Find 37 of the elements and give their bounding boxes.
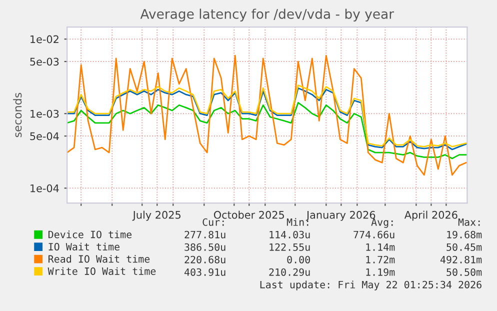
- text: Max:: [458, 218, 480, 226]
- chart-title: Average latency for /dev/vda - by year: [140, 8, 394, 22]
- y-tick-label: 1e-04: [30, 184, 59, 192]
- text: 50.50m: [446, 268, 482, 276]
- text: 0.00: [287, 256, 310, 264]
- y-axis-title: seconds: [13, 92, 22, 138]
- text: 220.68u: [184, 256, 226, 264]
- text: 774.66u: [354, 230, 394, 238]
- x-tick-label: October 2025: [214, 210, 284, 219]
- text: 1.72m: [366, 256, 395, 264]
- legend-label: Write IO Wait time: [48, 267, 156, 275]
- text: 1.14m: [366, 243, 395, 251]
- line-series: [67, 102, 467, 160]
- text: 492.81m: [440, 256, 482, 264]
- text: Avg:: [371, 218, 393, 228]
- text: 210.29u: [269, 268, 310, 276]
- y-tick-label: 1e-02: [30, 35, 58, 44]
- text: Cur:: [202, 218, 224, 226]
- legend-label: Read IO Wait time: [48, 254, 150, 263]
- line-series: [67, 54, 467, 176]
- text: 122.55u: [270, 243, 310, 251]
- y-tick-label: 5e-04: [30, 132, 59, 140]
- x-tick-label: April 2026: [404, 210, 458, 221]
- text: 386.50u: [184, 243, 226, 251]
- legend-label: Device IO time: [48, 230, 132, 238]
- y-tick-label: 5e-03: [30, 58, 59, 66]
- text: 403.91u: [184, 268, 226, 276]
- text: 277.81u: [184, 230, 226, 238]
- text: 19.68m: [447, 230, 482, 238]
- text: 50.45m: [446, 243, 482, 251]
- text: Min:: [286, 218, 308, 226]
- y-tick-label: 1e-03: [30, 110, 59, 118]
- text: 1.19m: [366, 268, 395, 276]
- x-tick-label: July 2025: [132, 210, 180, 221]
- text: 114.03u: [270, 230, 310, 238]
- legend-label: IO Wait time: [48, 242, 120, 250]
- text: Last update: Fri May 22 01:25:34 2026: [260, 280, 482, 290]
